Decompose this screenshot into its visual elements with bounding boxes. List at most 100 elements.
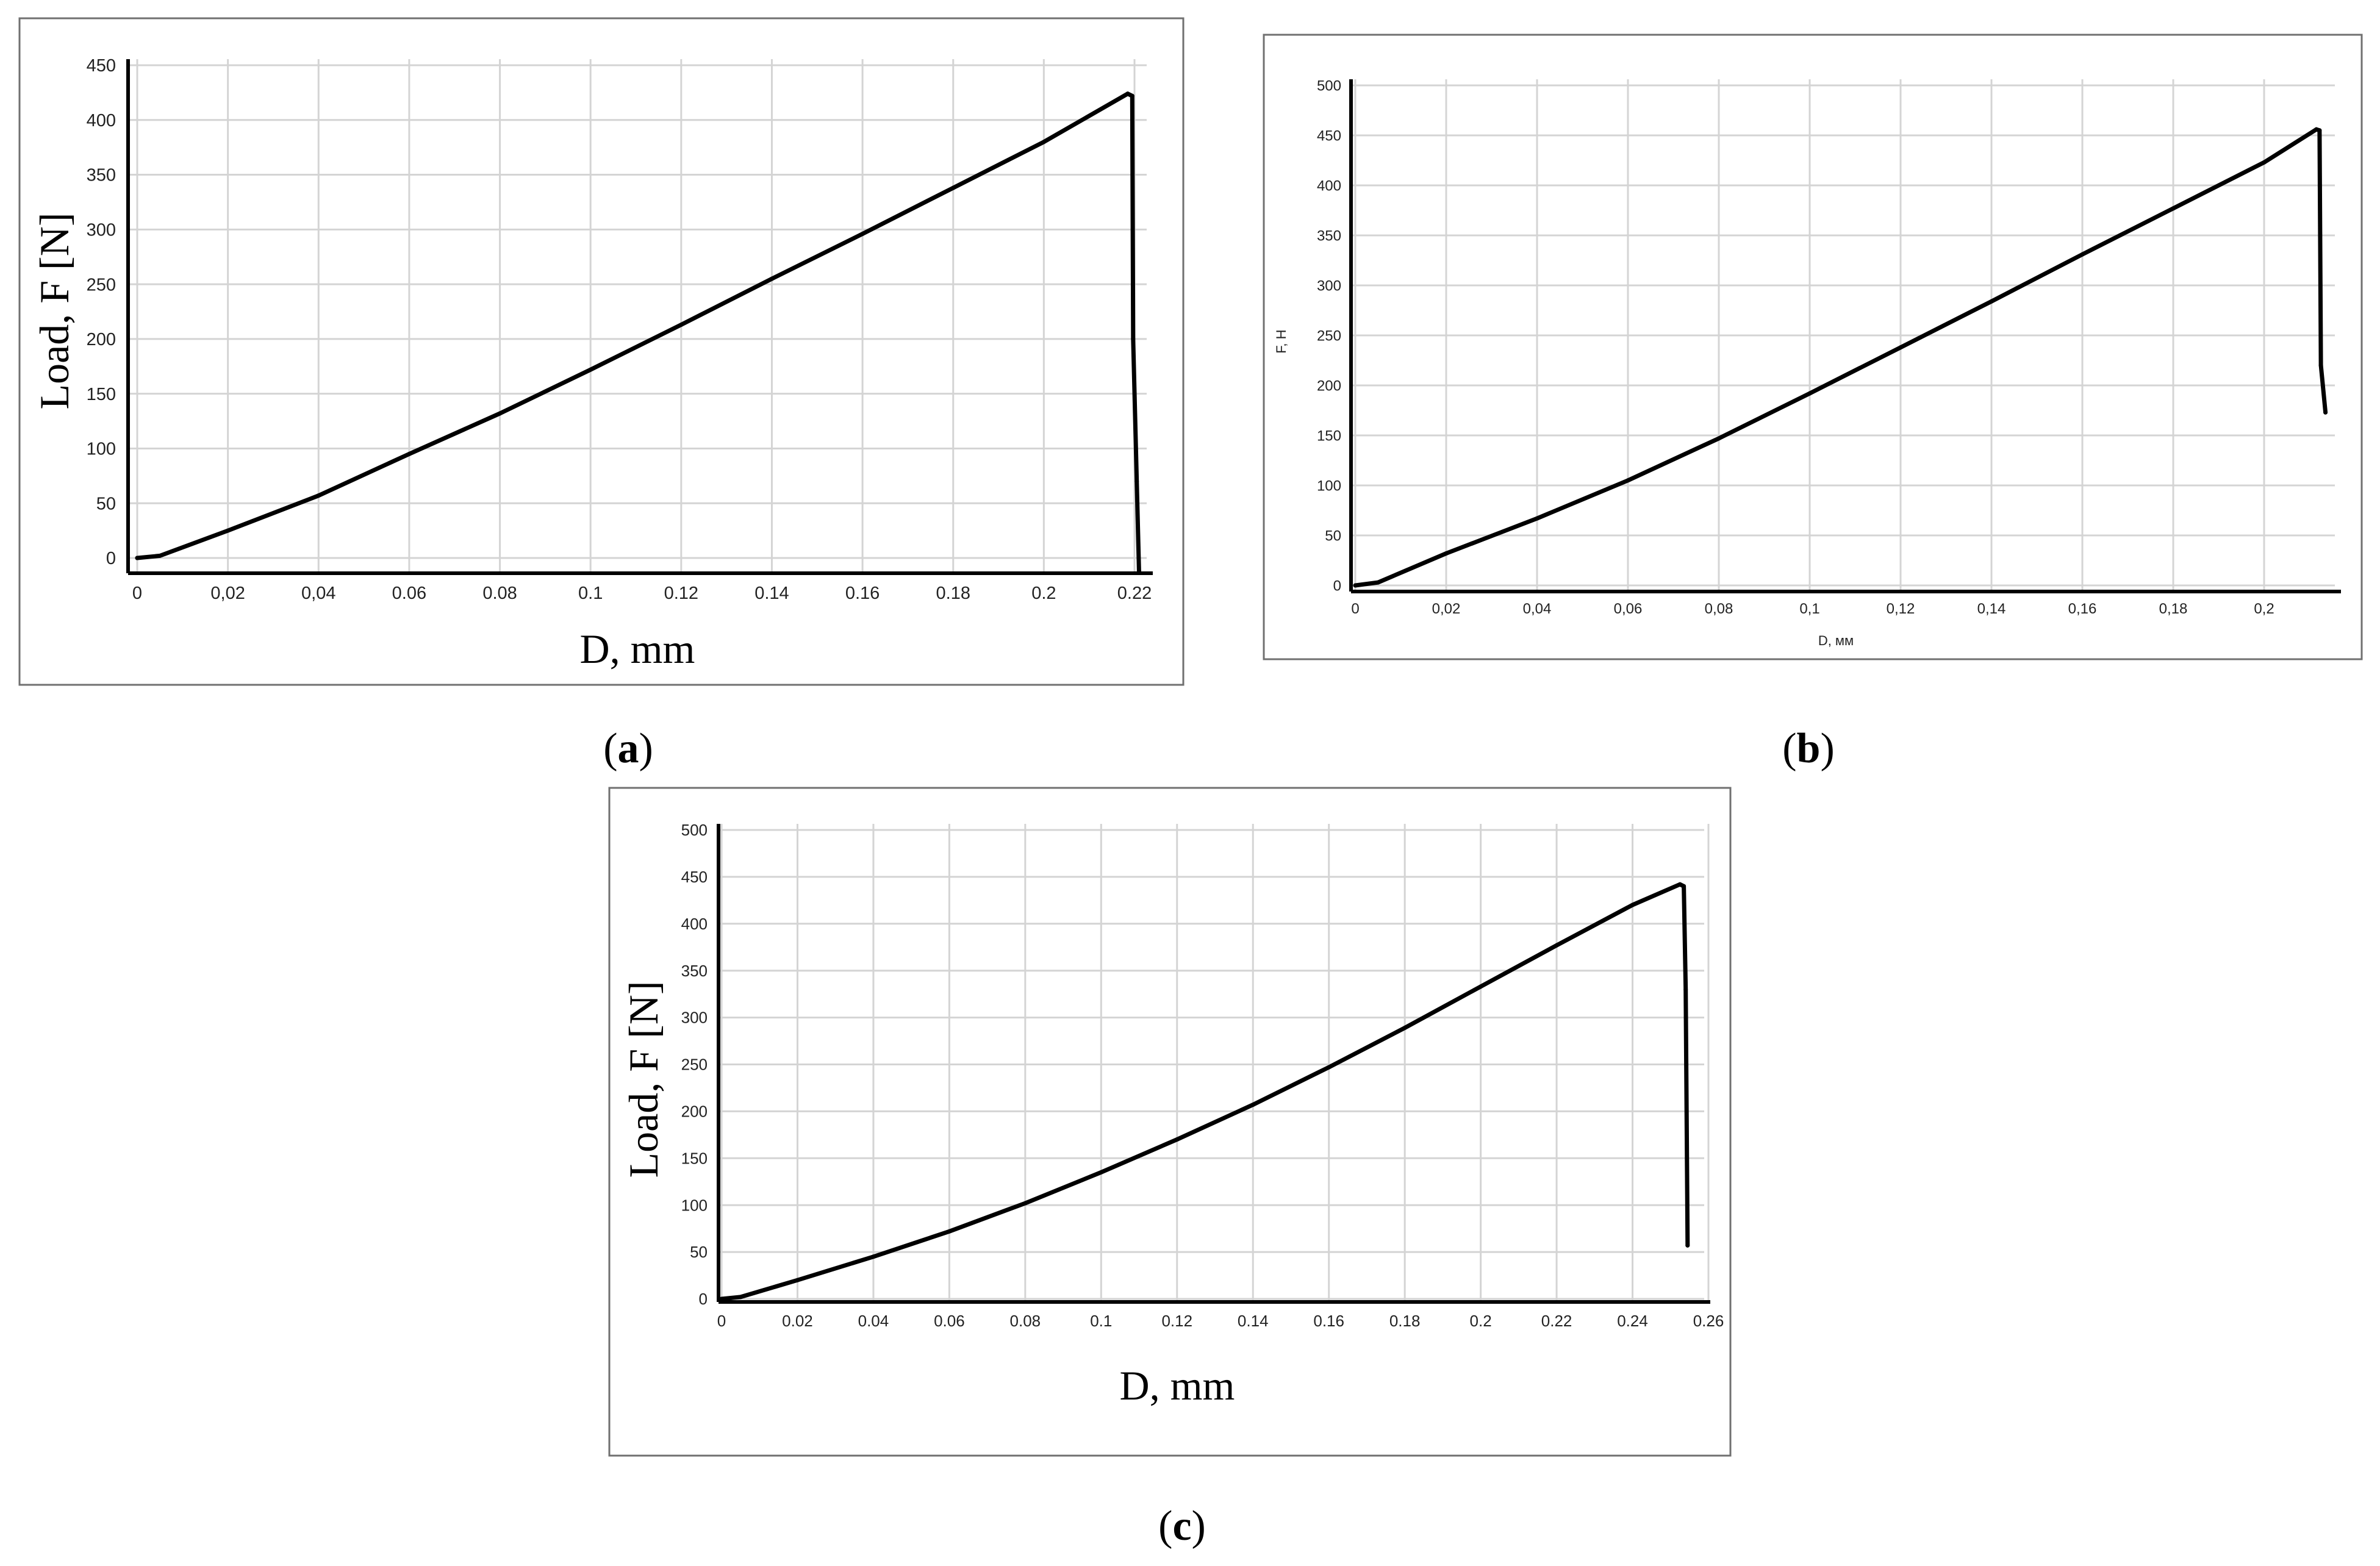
x-tick-label: 0 — [132, 584, 142, 603]
x-tick-label: 0,1 — [1799, 601, 1819, 617]
x-tick-label: 0.02 — [782, 1312, 813, 1330]
data-point — [1130, 93, 1134, 98]
data-point — [1250, 1103, 1255, 1107]
y-tick-label: 500 — [681, 821, 708, 839]
data-point — [2318, 363, 2323, 368]
x-tick-label: 0,08 — [1705, 601, 1733, 617]
y-tick-label: 300 — [1317, 277, 1341, 294]
x-tick-label: 0.12 — [1161, 1312, 1192, 1330]
chart-panel-c: 0 0.02 0.04 0.06 0.08 0.1 0.12 0.14 0.16 0.18 0.2 0… — [608, 787, 1732, 1457]
y-tick-label: 400 — [1317, 177, 1341, 194]
panel-c-y-axis-title: Load, F [N] — [620, 981, 667, 1178]
x-tick-label: 0.22 — [1117, 584, 1152, 603]
data-point — [1327, 1065, 1332, 1070]
y-tick-label: 350 — [87, 166, 116, 185]
data-point — [316, 493, 321, 498]
y-tick-label: 400 — [681, 915, 708, 933]
data-point — [860, 232, 865, 237]
x-tick-label: 0.08 — [1010, 1312, 1041, 1330]
panel-b-plot-area: 0 0,02 0,04 0,06 0,08 0,1 0,12 0,14 0,16 0,18 0,2 0… — [1317, 77, 2341, 617]
data-point — [738, 1295, 743, 1300]
data-point — [135, 556, 140, 560]
y-tick-label: 150 — [681, 1149, 708, 1167]
x-tick-label: 0.2 — [1031, 584, 1056, 603]
data-point — [1444, 551, 1449, 556]
y-tick-label: 50 — [1325, 527, 1341, 544]
x-tick-label: 0.18 — [1389, 1312, 1421, 1330]
data-point — [719, 1296, 724, 1301]
panel-a-caption: (a) — [603, 725, 653, 772]
data-point — [2323, 410, 2328, 415]
x-tick-label: 0,18 — [2159, 601, 2188, 617]
panel-b-y-axis-title: F, H — [1274, 329, 1289, 353]
data-point — [588, 367, 593, 372]
data-point — [1554, 943, 1559, 948]
x-tick-label: 0,16 — [2068, 601, 2097, 617]
y-tick-label: 200 — [681, 1103, 708, 1121]
x-tick-label: 0.08 — [482, 584, 517, 603]
x-tick-label: 0.16 — [1313, 1312, 1344, 1330]
y-tick-label: 100 — [1317, 477, 1341, 494]
y-tick-label: 250 — [1317, 327, 1341, 344]
y-tick-label: 0 — [699, 1290, 708, 1308]
x-tick-label: 0.06 — [392, 584, 426, 603]
data-point — [951, 185, 956, 190]
data-point — [1716, 436, 1721, 441]
data-point — [1630, 903, 1635, 907]
data-point — [871, 1254, 876, 1259]
y-tick-label: 400 — [87, 111, 116, 130]
y-tick-label: 450 — [681, 868, 708, 886]
data-point — [1131, 337, 1136, 341]
x-tick-label: 0.04 — [858, 1312, 889, 1330]
panel-c-caption: (c) — [1158, 1503, 1206, 1550]
data-point — [1682, 884, 1686, 888]
data-point — [1136, 569, 1141, 574]
data-point — [1898, 345, 1903, 350]
panel-b-caption-letter: b — [1797, 725, 1821, 772]
y-tick-label: 350 — [1317, 227, 1341, 244]
data-point — [2262, 160, 2267, 165]
data-point — [947, 1229, 952, 1234]
data-point — [2080, 252, 2085, 257]
data-point — [498, 411, 503, 416]
panel-c-frame — [608, 787, 1732, 1457]
data-point — [795, 1278, 800, 1282]
data-point — [1041, 140, 1046, 145]
x-tick-label: 0.26 — [1693, 1312, 1724, 1330]
panel-a-plot-area: 0 0,02 0,04 0.06 0.08 0.1 0.12 0.14 0.16 0.18 0.2 0… — [87, 56, 1153, 603]
y-tick-label: 450 — [87, 56, 116, 76]
data-point — [679, 323, 684, 327]
x-tick-label: 0 — [1351, 601, 1359, 617]
y-tick-label: 500 — [1317, 77, 1341, 94]
panel-b-x-axis-title: D, мм — [1818, 633, 1854, 648]
data-point — [1023, 1201, 1028, 1206]
data-point — [407, 451, 412, 456]
x-tick-label: 0.1 — [1090, 1312, 1112, 1330]
y-tick-label: 0 — [1333, 577, 1341, 594]
panel-a-x-axis-title: D, mm — [580, 626, 695, 672]
y-tick-label: 200 — [1317, 377, 1341, 394]
x-tick-label: 0,04 — [1523, 601, 1552, 617]
data-point — [1099, 1170, 1103, 1174]
y-tick-label: 100 — [87, 440, 116, 459]
x-tick-label: 0,14 — [1977, 601, 2006, 617]
y-tick-label: 50 — [96, 494, 116, 513]
data-point — [1353, 583, 1358, 588]
x-tick-label: 0,2 — [2254, 601, 2274, 617]
y-tick-label: 250 — [681, 1056, 708, 1074]
x-tick-label: 0.2 — [1470, 1312, 1492, 1330]
x-tick-label: 0,06 — [1614, 601, 1643, 617]
x-tick-label: 0.14 — [1238, 1312, 1269, 1330]
x-tick-label: 0.06 — [934, 1312, 965, 1330]
y-tick-label: 200 — [87, 330, 116, 349]
panel-a-caption-letter: a — [618, 725, 639, 772]
y-tick-label: 450 — [1317, 127, 1341, 144]
chart-panel-a: 0 0,02 0,04 0.06 0.08 0.1 0.12 0.14 0.16 0.18 0.2 0… — [18, 17, 1185, 686]
data-point — [769, 276, 774, 281]
x-tick-label: 0.18 — [936, 584, 970, 603]
x-tick-label: 0.1 — [578, 584, 603, 603]
data-point — [1375, 580, 1380, 585]
data-point — [1125, 91, 1130, 96]
panel-c-plot-area: 0 0.02 0.04 0.06 0.08 0.1 0.12 0.14 0.16 0.18 0.2 0… — [681, 821, 1724, 1330]
x-tick-label: 0.12 — [664, 584, 698, 603]
